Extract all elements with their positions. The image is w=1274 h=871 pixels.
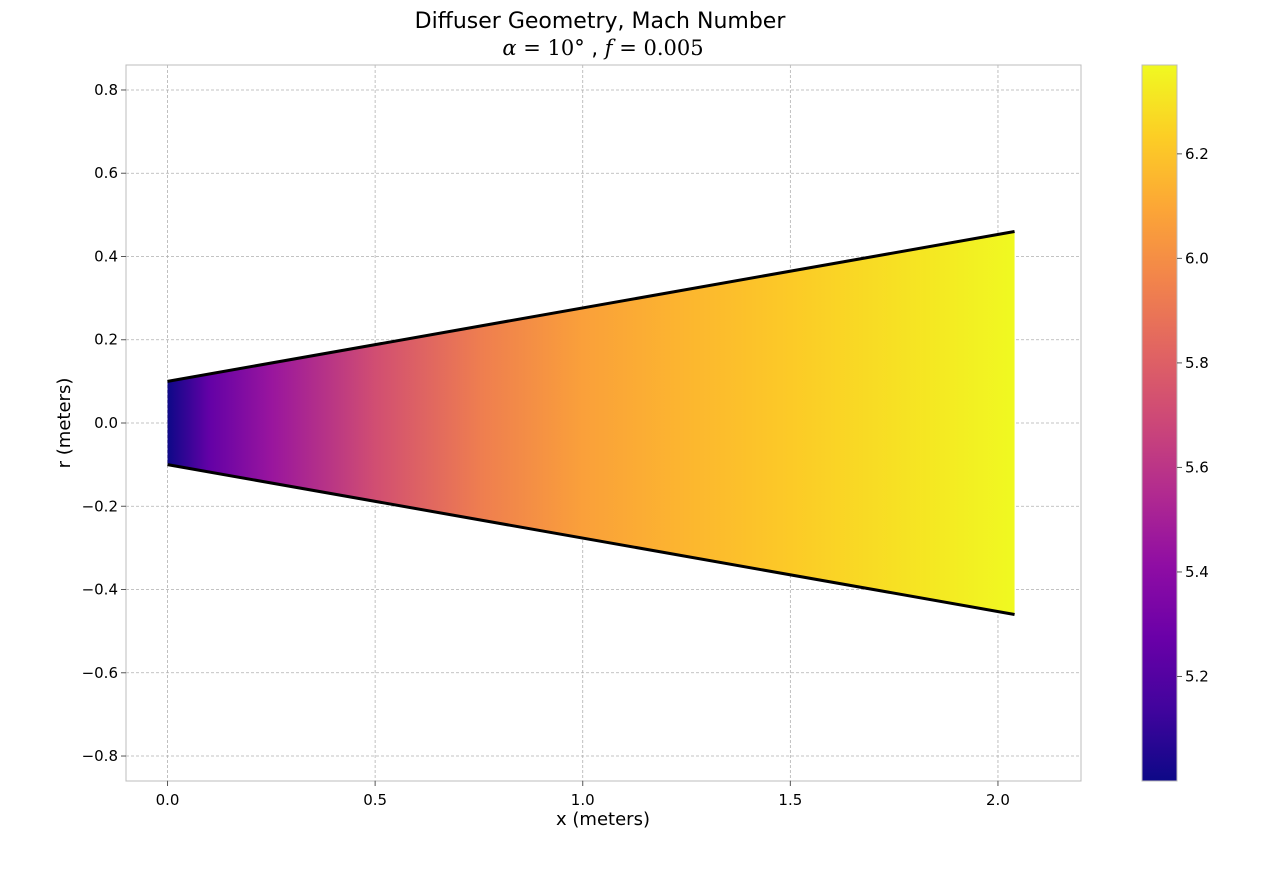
y-tick-label: 0.8 xyxy=(94,81,118,99)
y-axis-ticks: 0.8 0.6 0.4 0.2 0.0 −0.2 −0.4 −0.6 −0.8 xyxy=(82,81,126,765)
chart-title: Diffuser Geometry, Mach Number xyxy=(415,9,787,34)
y-tick-label: 0.2 xyxy=(94,331,118,349)
mach-number-field xyxy=(167,231,1015,615)
x-axis-ticks: 0.0 0.5 1.0 1.5 2.0 xyxy=(156,781,1010,809)
y-tick-label: 0.6 xyxy=(94,164,118,182)
colorbar-tick-label: 5.2 xyxy=(1185,667,1209,685)
subtitle-alpha-value: = 10° xyxy=(517,36,585,60)
upper-diffuser-wall xyxy=(167,230,1015,383)
lower-diffuser-wall xyxy=(167,463,1015,616)
x-tick-label: 0.0 xyxy=(156,791,180,809)
colorbar-tick-label: 6.2 xyxy=(1185,145,1209,163)
colorbar-ticks: 5.2 5.4 5.6 5.8 6.0 6.2 xyxy=(1177,145,1209,685)
subtitle-f-value: = 0.005 xyxy=(613,36,704,60)
colorbar-tick-label: 5.8 xyxy=(1185,354,1209,372)
subtitle-separator: , xyxy=(585,36,605,60)
x-tick-label: 2.0 xyxy=(986,791,1010,809)
colorbar-tick-label: 6.0 xyxy=(1185,249,1209,267)
colorbar: 5.2 5.4 5.6 5.8 6.0 6.2 xyxy=(1141,64,1209,782)
subtitle-f: f xyxy=(603,36,616,60)
subtitle-alpha: α xyxy=(502,36,516,60)
colorbar-scale xyxy=(1141,64,1178,782)
y-tick-label: −0.8 xyxy=(82,747,118,765)
x-axis-label: x (meters) xyxy=(556,809,650,830)
colorbar-tick-label: 5.6 xyxy=(1185,458,1209,476)
y-tick-label: −0.6 xyxy=(82,664,118,682)
x-tick-label: 1.5 xyxy=(778,791,802,809)
y-tick-label: 0.0 xyxy=(94,414,118,432)
y-tick-label: −0.4 xyxy=(82,581,118,599)
y-tick-label: 0.4 xyxy=(94,247,118,265)
y-tick-label: −0.2 xyxy=(82,497,118,515)
x-tick-label: 0.5 xyxy=(363,791,387,809)
plot-area xyxy=(167,230,1015,616)
chart-subtitle: α = 10° , f = 0.005 xyxy=(502,36,703,60)
y-axis-label: r (meters) xyxy=(54,378,75,469)
x-tick-label: 1.0 xyxy=(571,791,595,809)
colorbar-tick-label: 5.4 xyxy=(1185,563,1209,581)
